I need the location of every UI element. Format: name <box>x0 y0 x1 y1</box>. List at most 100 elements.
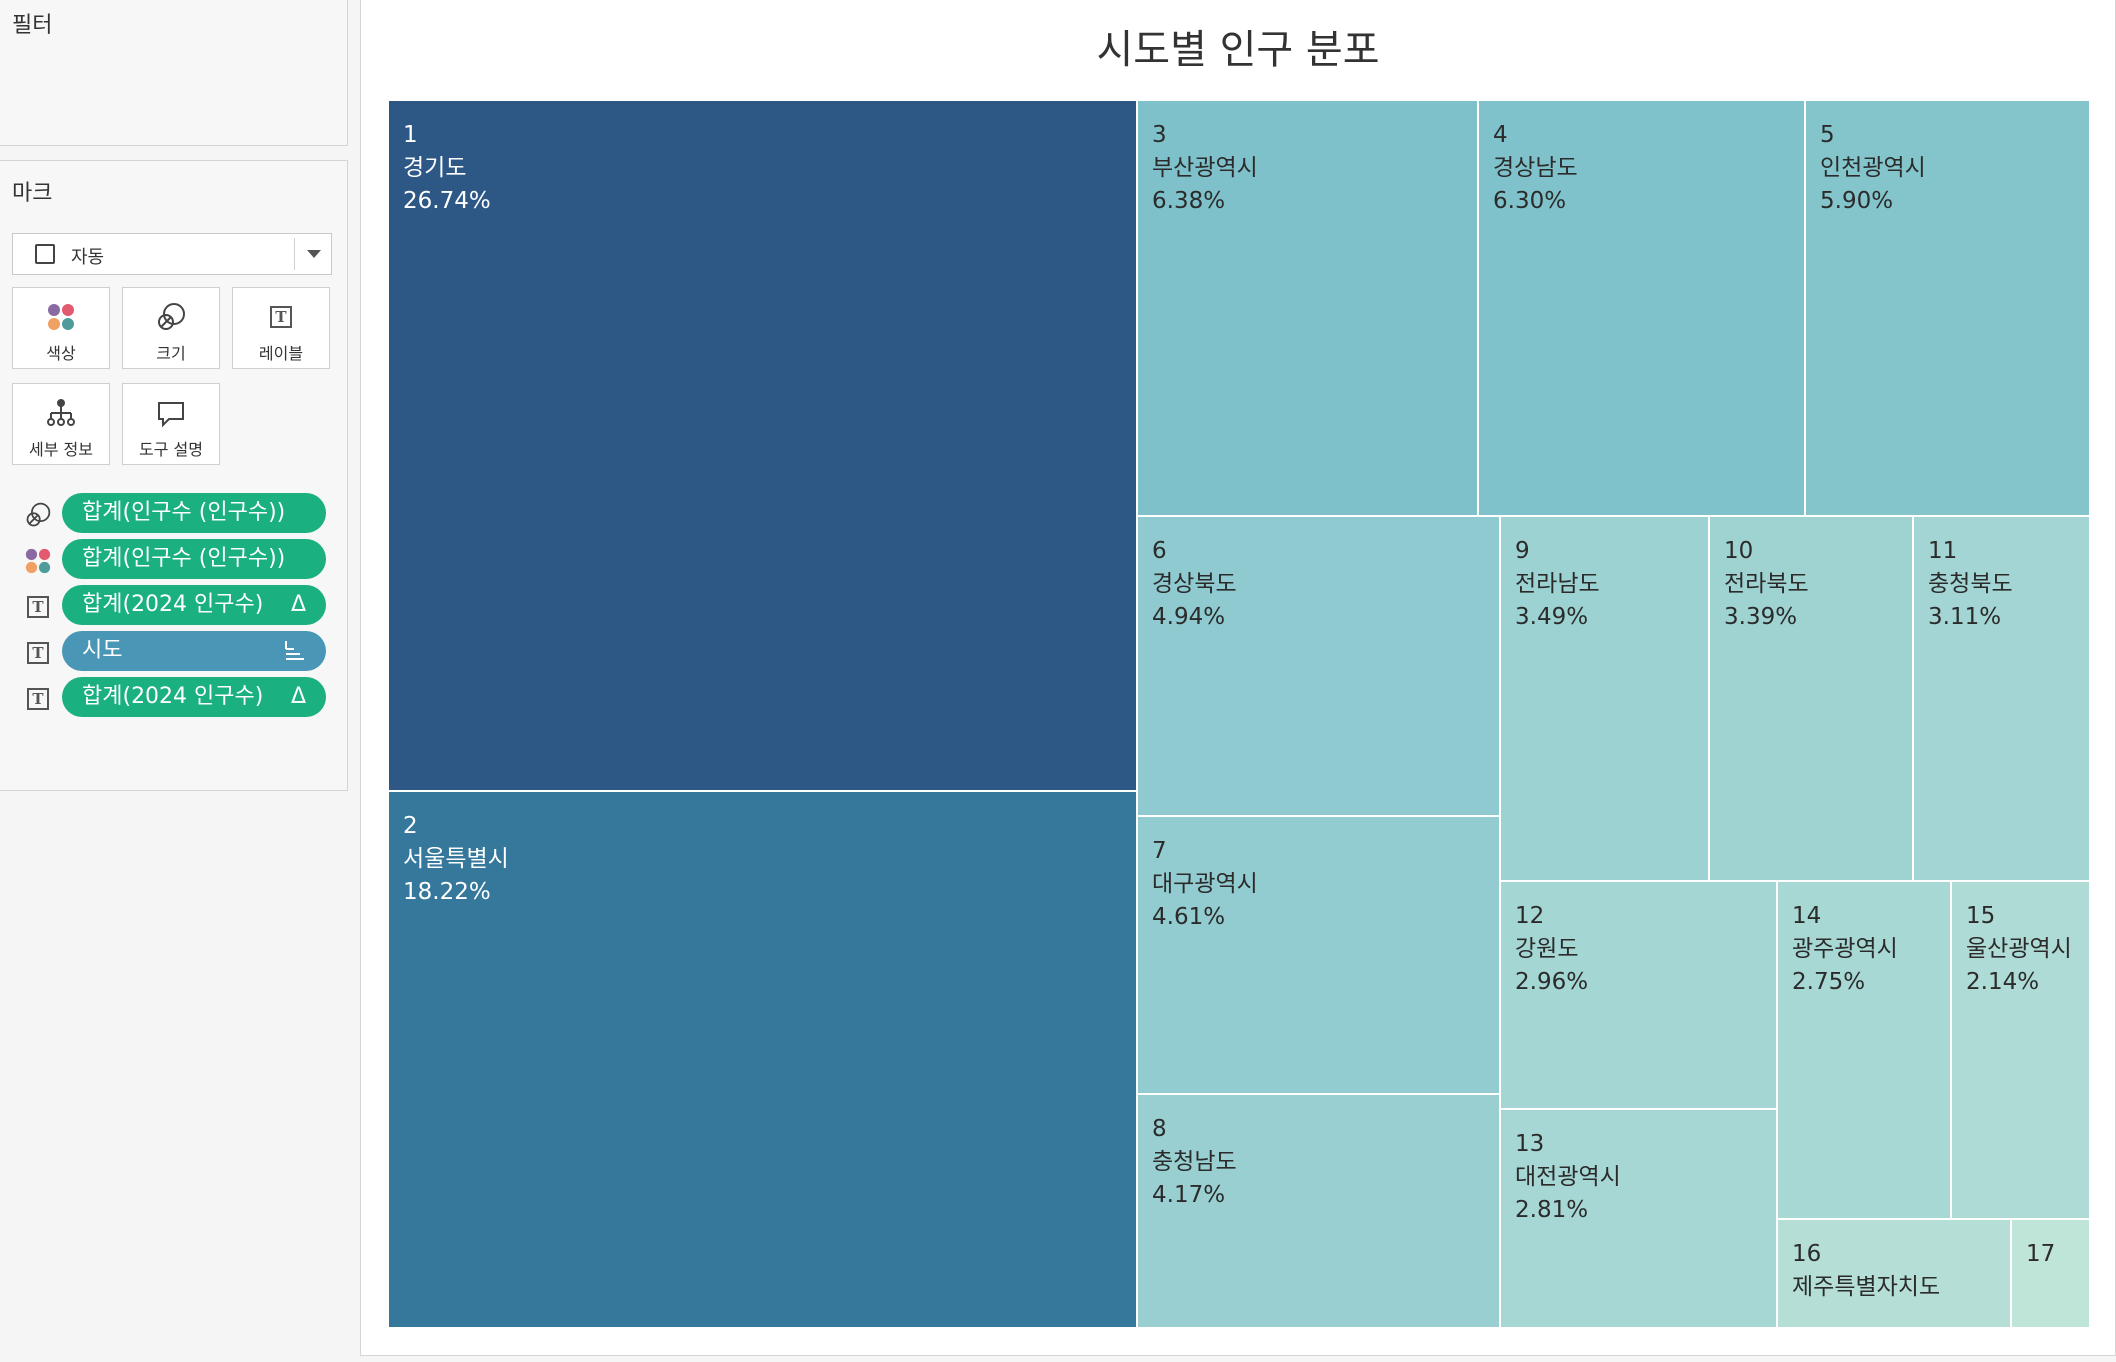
cell-rank: 11 <box>1928 538 1958 564</box>
cell-name: 대전광역시 <box>1515 1164 1621 1190</box>
pill-label: 합계(2024 인구수) <box>82 684 264 709</box>
size-icon <box>24 501 52 529</box>
cell-rank: 3 <box>1152 122 1167 148</box>
treemap-cell[interactable]: 3 부산광역시 6.38% <box>1137 100 1478 516</box>
cell-pct: 3.39% <box>1724 604 1798 630</box>
cell-name: 경상북도 <box>1152 571 1237 597</box>
size-card-label: 크기 <box>156 344 186 363</box>
cell-rank: 5 <box>1820 122 1835 148</box>
mark-type-dropdown[interactable]: 자동 <box>12 233 332 275</box>
cell-rank: 15 <box>1966 903 1996 929</box>
cell-rank: 14 <box>1792 903 1822 929</box>
cell-rank: 7 <box>1152 838 1167 864</box>
cell-rank: 8 <box>1152 1116 1167 1142</box>
size-icon <box>123 300 219 334</box>
label-card-label: 레이블 <box>258 344 304 363</box>
cell-name: 경상남도 <box>1493 155 1578 181</box>
size-card[interactable]: 크기 <box>122 287 220 369</box>
cell-rank: 16 <box>1792 1241 1822 1267</box>
mark-type-label: 자동 <box>71 247 105 268</box>
color-card-label: 색상 <box>46 344 76 363</box>
cell-pct: 2.75% <box>1792 969 1866 995</box>
cell-name: 충청남도 <box>1152 1149 1237 1175</box>
cell-pct: 6.38% <box>1152 188 1226 214</box>
treemap-cell[interactable]: 16 제주특별자치도 <box>1777 1219 2011 1328</box>
treemap-cell[interactable]: 9 전라남도 3.49% <box>1500 516 1709 881</box>
detail-icon <box>13 396 109 430</box>
filters-title: 필터 <box>12 13 53 38</box>
cell-name: 전라남도 <box>1515 571 1600 597</box>
pill-label: 시도 <box>82 638 123 663</box>
label-card[interactable]: T 레이블 <box>232 287 330 369</box>
cell-name: 대구광역시 <box>1152 871 1258 897</box>
pill-row-color: 합계(인구수 (인구수)) <box>0 539 348 579</box>
cell-pct: 6.30% <box>1493 188 1567 214</box>
cell-rank: 17 <box>2026 1241 2056 1267</box>
marks-title: 마크 <box>12 181 53 206</box>
delta-icon: Δ <box>290 684 306 709</box>
treemap-cell[interactable]: 13 대전광역시 2.81% <box>1500 1109 1777 1328</box>
cell-rank: 1 <box>403 122 418 148</box>
pill-row-label-2: T 시도 <box>0 631 348 671</box>
tooltip-icon <box>123 396 219 430</box>
label-icon: T <box>233 300 329 334</box>
cell-name: 인천광역시 <box>1820 155 1926 181</box>
treemap-cell[interactable]: 5 인천광역시 5.90% <box>1805 100 2090 516</box>
cell-pct: 3.49% <box>1515 604 1589 630</box>
treemap-cell[interactable]: 1 경기도 26.74% <box>388 100 1137 791</box>
pill-label: 합계(2024 인구수) <box>82 592 264 617</box>
treemap-cell[interactable]: 12 강원도 2.96% <box>1500 881 1777 1109</box>
filters-shelf[interactable]: 필터 <box>0 0 348 146</box>
treemap-cell[interactable]: 4 경상남도 6.30% <box>1478 100 1805 516</box>
label-measure-pill-1[interactable]: 합계(2024 인구수) Δ <box>62 585 326 625</box>
color-card[interactable]: 색상 <box>12 287 110 369</box>
treemap-cell[interactable]: 6 경상북도 4.94% <box>1137 516 1500 816</box>
cell-name: 경기도 <box>403 155 467 181</box>
pill-row-label-3: T 합계(2024 인구수) Δ <box>0 677 348 717</box>
cell-pct: 4.17% <box>1152 1182 1226 1208</box>
worksheet-view: 시도별 인구 분포 1 경기도 26.74% 2 서울특별시 18.22% 3 부산광역시 6.… <box>360 0 2116 1356</box>
cell-name: 울산광역시 <box>1966 936 2072 962</box>
label-icon: T <box>24 593 52 621</box>
treemap-cell[interactable]: 14 광주광역시 2.75% <box>1777 881 1951 1219</box>
label-measure-pill-2[interactable]: 합계(2024 인구수) Δ <box>62 677 326 717</box>
treemap-cell[interactable]: 7 대구광역시 4.61% <box>1137 816 1500 1094</box>
cell-rank: 10 <box>1724 538 1754 564</box>
cell-pct: 2.14% <box>1966 969 2040 995</box>
treemap-cell[interactable]: 17 <box>2011 1219 2090 1328</box>
treemap-cell[interactable]: 15 울산광역시 2.14% <box>1951 881 2090 1219</box>
detail-card-label: 세부 정보 <box>29 440 93 459</box>
cell-rank: 13 <box>1515 1131 1545 1157</box>
color-icon <box>13 300 109 334</box>
chevron-down-icon[interactable] <box>307 250 321 258</box>
cell-name: 광주광역시 <box>1792 936 1898 962</box>
cell-pct: 5.90% <box>1820 188 1894 214</box>
tooltip-card-label: 도구 설명 <box>139 440 203 459</box>
pill-label: 합계(인구수 (인구수)) <box>82 546 286 571</box>
square-mark-icon <box>35 244 55 264</box>
cell-rank: 2 <box>403 813 418 839</box>
cell-name: 충청북도 <box>1928 571 2013 597</box>
treemap-cell[interactable]: 11 충청북도 3.11% <box>1913 516 2090 881</box>
label-icon: T <box>24 685 52 713</box>
cell-pct: 2.81% <box>1515 1197 1589 1223</box>
cell-pct: 18.22% <box>403 879 491 905</box>
cell-pct: 4.94% <box>1152 604 1226 630</box>
detail-card[interactable]: 세부 정보 <box>12 383 110 465</box>
sido-dimension-pill[interactable]: 시도 <box>62 631 326 671</box>
delta-icon: Δ <box>290 592 306 617</box>
treemap-cell[interactable]: 8 충청남도 4.17% <box>1137 1094 1500 1328</box>
color-measure-pill[interactable]: 합계(인구수 (인구수)) <box>62 539 326 579</box>
cell-name: 강원도 <box>1515 936 1579 962</box>
marks-card: 마크 자동 색상 크기 T 레이블 <box>0 160 348 791</box>
tooltip-card[interactable]: 도구 설명 <box>122 383 220 465</box>
chart-title: 시도별 인구 분포 <box>1096 27 1380 73</box>
sort-icon <box>282 631 306 677</box>
cell-pct: 26.74% <box>403 188 491 214</box>
pill-row-label-1: T 합계(2024 인구수) Δ <box>0 585 348 625</box>
cell-pct: 2.96% <box>1515 969 1589 995</box>
treemap-cell[interactable]: 10 전라북도 3.39% <box>1709 516 1913 881</box>
cell-pct: 4.61% <box>1152 904 1226 930</box>
size-measure-pill[interactable]: 합계(인구수 (인구수)) <box>62 493 326 533</box>
treemap-cell[interactable]: 2 서울특별시 18.22% <box>388 791 1137 1328</box>
